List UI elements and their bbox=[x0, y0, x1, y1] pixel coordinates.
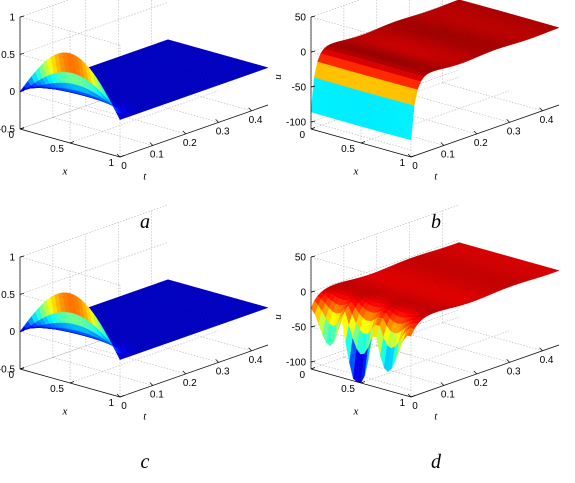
z-axis-label: u bbox=[272, 74, 284, 80]
z-tick-label: -50 bbox=[292, 83, 307, 94]
x-tick-label: 0.5 bbox=[50, 144, 64, 155]
t-axis-label: t bbox=[143, 411, 147, 423]
t-tick-label: 0.4 bbox=[249, 355, 263, 366]
t-tick-label: 0.4 bbox=[540, 355, 554, 366]
z-tick-label: 1 bbox=[9, 13, 15, 24]
z-tick-label: -0.5 bbox=[0, 125, 15, 136]
t-axis-label: t bbox=[434, 411, 438, 423]
z-tick-label: -100 bbox=[286, 118, 306, 129]
t-axis-label: t bbox=[434, 171, 438, 183]
surface-a bbox=[19, 39, 269, 120]
t-tick-label: 0.3 bbox=[216, 366, 230, 377]
x-tick-label: 1 bbox=[108, 158, 114, 169]
t-tick-label: 0.2 bbox=[474, 138, 488, 149]
t-tick-label: 0.4 bbox=[249, 115, 263, 126]
z-tick-label: 1 bbox=[9, 253, 15, 264]
t-tick-label: 0.1 bbox=[150, 149, 164, 160]
t-tick-label: 0.3 bbox=[507, 126, 521, 137]
panel-caption-d: d bbox=[431, 451, 442, 473]
x-tick-label: 1 bbox=[399, 158, 405, 169]
x-axis-label: x bbox=[62, 165, 68, 177]
z-tick-label: 0.5 bbox=[1, 50, 15, 61]
z-tick-label: 0.5 bbox=[1, 290, 15, 301]
x-tick-label: 0 bbox=[299, 370, 305, 381]
panel-caption-c: c bbox=[141, 451, 150, 473]
z-tick-label: -100 bbox=[286, 358, 306, 369]
t-tick-label: 0.4 bbox=[540, 115, 554, 126]
t-tick-label: 0 bbox=[121, 401, 127, 412]
z-tick-label: -50 bbox=[292, 323, 307, 334]
x-tick-label: 0.5 bbox=[341, 384, 355, 395]
x-axis-label: x bbox=[353, 165, 359, 177]
x-tick-label: 1 bbox=[399, 398, 405, 409]
x-axis-label: x bbox=[62, 405, 68, 417]
x-tick-label: 0 bbox=[8, 370, 14, 381]
t-tick-label: 0.1 bbox=[150, 389, 164, 400]
z-axis-label: u bbox=[272, 314, 284, 320]
t-tick-label: 0.2 bbox=[183, 378, 197, 389]
t-tick-label: 0.3 bbox=[216, 126, 230, 137]
x-tick-label: 0.5 bbox=[50, 384, 64, 395]
t-tick-label: 0.1 bbox=[441, 389, 455, 400]
t-tick-label: 0.1 bbox=[441, 149, 455, 160]
surface-facet bbox=[115, 111, 124, 120]
x-tick-label: 0.5 bbox=[341, 144, 355, 155]
t-tick-label: 0.2 bbox=[474, 378, 488, 389]
surface-c bbox=[19, 279, 269, 360]
t-tick-label: 0 bbox=[121, 161, 127, 172]
panel-caption-a: a bbox=[140, 211, 150, 233]
surface-b bbox=[310, 0, 560, 141]
x-tick-label: 1 bbox=[108, 398, 114, 409]
t-tick-label: 0.2 bbox=[183, 138, 197, 149]
x-axis-label: x bbox=[353, 405, 359, 417]
z-tick-label: 0 bbox=[9, 87, 15, 98]
panel-caption-b: b bbox=[431, 211, 441, 233]
z-tick-label: 0 bbox=[9, 327, 15, 338]
z-tick-label: 0 bbox=[300, 288, 306, 299]
x-tick-label: 0 bbox=[8, 130, 14, 141]
z-tick-label: 50 bbox=[295, 13, 307, 24]
t-tick-label: 0 bbox=[412, 161, 418, 172]
z-tick-label: 50 bbox=[295, 253, 307, 264]
t-tick-label: 0 bbox=[412, 401, 418, 412]
t-axis-label: t bbox=[143, 171, 147, 183]
z-tick-label: 0 bbox=[300, 48, 306, 59]
x-tick-label: 0 bbox=[299, 130, 305, 141]
t-tick-label: 0.3 bbox=[507, 366, 521, 377]
